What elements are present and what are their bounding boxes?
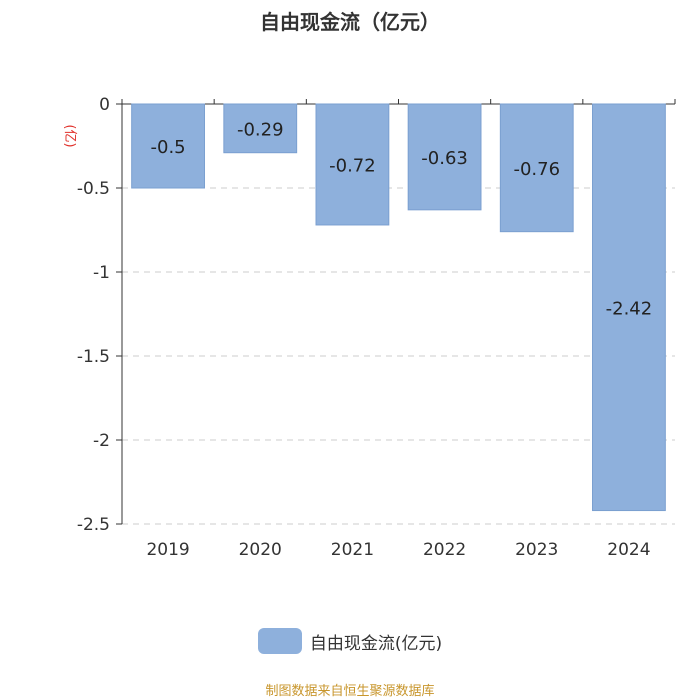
chart-title: 自由现金流（亿元） [260, 10, 440, 34]
data-label: -0.76 [513, 159, 560, 180]
x-tick-label: 2019 [146, 540, 189, 560]
y-tick-label: -1.5 [77, 347, 110, 367]
legend[interactable]: 自由现金流(亿元) [0, 628, 700, 654]
source-note: 制图数据来自恒生聚源数据库 [265, 684, 435, 699]
y-axis-label: (亿) [62, 124, 77, 147]
bar-2022[interactable] [407, 103, 482, 211]
x-tick-label: 2021 [331, 540, 374, 560]
data-label: -2.42 [606, 298, 653, 319]
y-tick-label: -2.5 [77, 515, 110, 535]
data-label: -0.72 [329, 155, 376, 176]
x-tick-label: 2024 [607, 540, 650, 560]
y-tick-label: -1 [93, 263, 110, 283]
x-tick-label: 2023 [515, 540, 558, 560]
bar-2023[interactable] [499, 103, 574, 233]
data-label: -0.5 [151, 137, 186, 158]
y-tick-label: -0.5 [77, 179, 110, 199]
data-label: -0.63 [421, 148, 468, 169]
legend-swatch [257, 628, 302, 654]
bar-2020[interactable] [223, 103, 298, 154]
bar-2019[interactable] [131, 103, 205, 189]
x-tick-label: 2020 [239, 540, 282, 560]
data-label: -0.29 [237, 119, 284, 140]
legend-label: 自由现金流(亿元) [309, 633, 443, 654]
y-tick-label: -2 [93, 431, 110, 451]
y-tick-label: 0 [99, 95, 110, 115]
bar-2021[interactable] [315, 103, 390, 226]
bar-2024[interactable] [592, 103, 666, 512]
x-tick-label: 2022 [423, 540, 466, 560]
